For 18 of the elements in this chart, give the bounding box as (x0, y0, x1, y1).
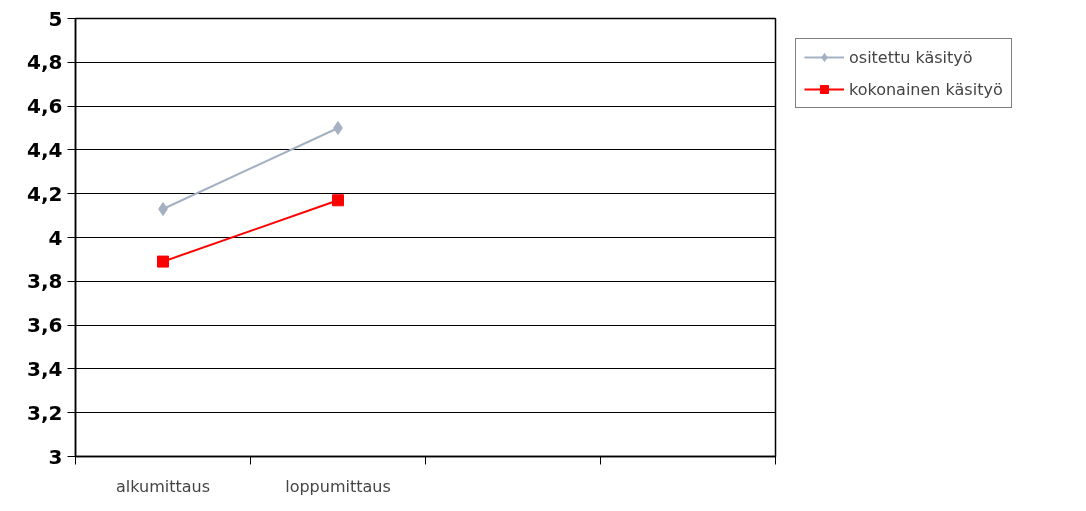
y-tick-label: 5 (48, 6, 63, 31)
y-tick-label: 3,4 (27, 356, 63, 381)
x-tick-label: loppumittaus (285, 476, 391, 496)
y-tick-label: 3,8 (27, 269, 63, 294)
y-tick-label: 4 (48, 225, 63, 250)
legend-label: ositettu käsityö (849, 47, 973, 67)
y-tick-label: 4,8 (27, 50, 63, 75)
y-tick-label: 4,6 (27, 94, 63, 119)
y-tick-label: 4,2 (27, 181, 63, 206)
y-tick-label: 3,2 (27, 400, 63, 425)
point (157, 255, 169, 268)
x-tick-label: alkumittaus (115, 476, 211, 496)
point (333, 121, 343, 135)
y-tick-label: 3,6 (27, 313, 63, 338)
y-tick-label: 3 (48, 444, 63, 469)
legend-label: kokonainen käsityö (849, 79, 1003, 99)
point (332, 194, 344, 207)
y-tick-label: 4,4 (27, 137, 63, 162)
